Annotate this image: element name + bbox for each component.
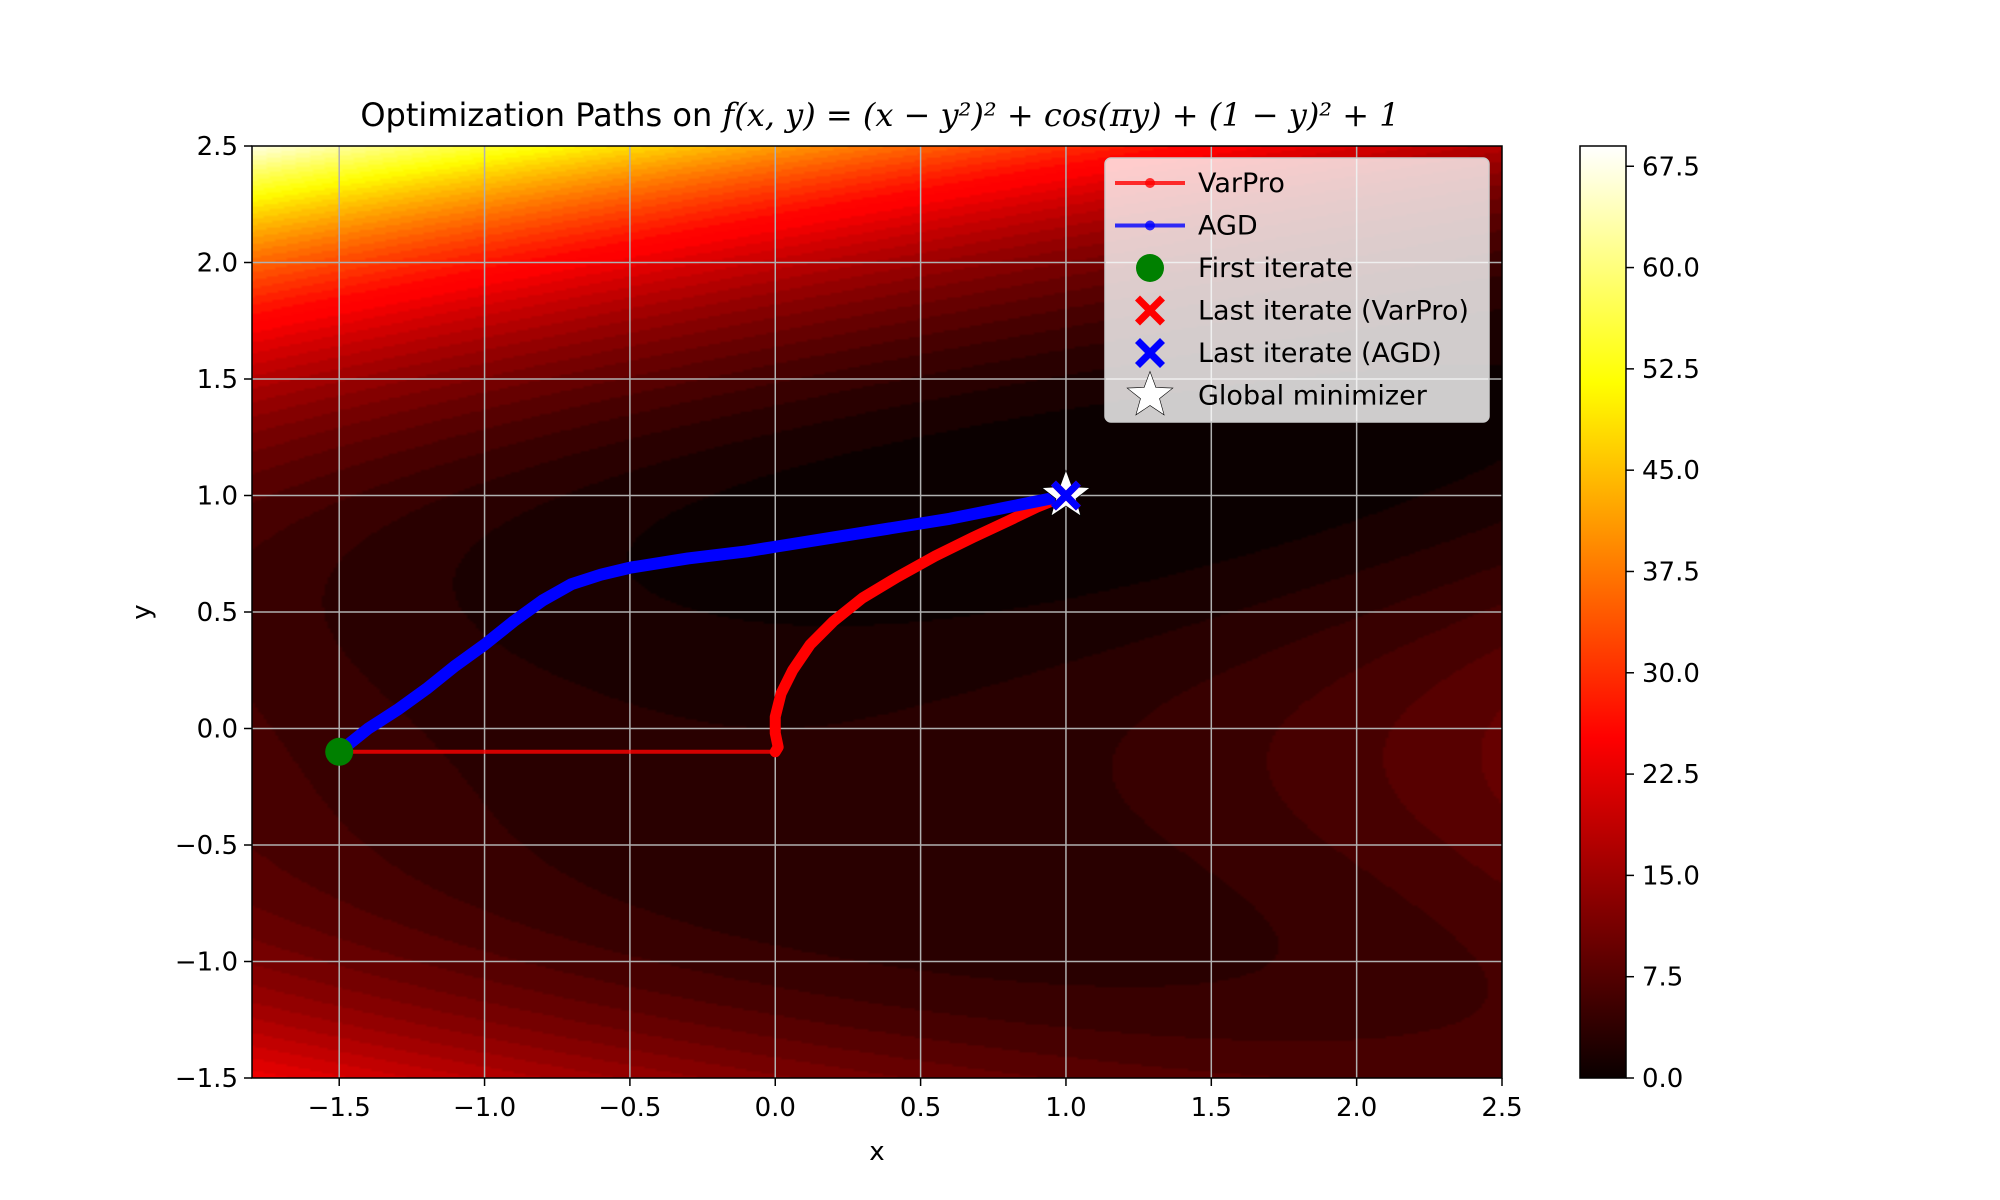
- legend-swatch-global-minimizer: [1126, 370, 1174, 416]
- series-agd-point: [566, 579, 577, 590]
- x-tick-label: 0.5: [900, 1093, 941, 1123]
- marker-first-iterate: [325, 737, 354, 766]
- legend-swatch-point-agd: [1145, 220, 1155, 231]
- colorbar-tick-label: 7.5: [1642, 963, 1683, 993]
- y-tick-label: −1.0: [175, 948, 238, 978]
- colorbar-tick-label: 52.5: [1642, 355, 1700, 385]
- colorbar-tick-label: 60.0: [1642, 254, 1700, 284]
- series-agd-point: [595, 569, 606, 580]
- series-agd-point: [392, 704, 403, 715]
- series-agd-point: [479, 639, 490, 650]
- y-axis: −1.5 −1.0 −0.5 0.0 0.5 1.0 1.5 2.0 2.5: [175, 132, 252, 1094]
- series-agd-point: [770, 541, 781, 552]
- legend-label-last-iterate-varpro: Last iterate (VarPro): [1198, 296, 1469, 327]
- series-varpro-point: [776, 688, 787, 699]
- y-tick-label: 0.5: [197, 598, 238, 628]
- y-tick-label: 1.5: [197, 365, 238, 395]
- series-varpro-point: [773, 742, 784, 753]
- series-varpro-point: [770, 711, 781, 722]
- series-varpro-point: [828, 616, 839, 627]
- colorbar-gradient: [1579, 145, 1627, 1079]
- colorbar-tick-label: 45.0: [1642, 456, 1700, 486]
- chart-title: Optimization Paths on f(x, y) = (x − y²)…: [360, 96, 1399, 134]
- legend-label-varpro: VarPro: [1198, 168, 1285, 199]
- x-tick-label: 1.5: [1191, 1093, 1232, 1123]
- series-varpro-point: [892, 572, 903, 583]
- legend-swatch-last-iterate-agd: [1135, 338, 1165, 368]
- legend-label-first-iterate: First iterate: [1198, 253, 1353, 284]
- colorbar-ticks: 0.0 7.5 15.0 22.5 30.0 37.5 45.0 52.5 60.0 67.5: [1626, 152, 1700, 1094]
- chart-title-prefix: Optimization Paths on: [360, 96, 722, 134]
- legend-swatch-point-varpro: [1145, 178, 1155, 188]
- legend-label-agd: AGD: [1198, 211, 1258, 242]
- series-varpro-point: [967, 532, 978, 543]
- legend-label-last-iterate-agd: Last iterate (AGD): [1198, 338, 1442, 369]
- series-varpro-point: [770, 728, 781, 739]
- x-tick-label: −1.0: [453, 1093, 516, 1123]
- y-tick-label: −1.5: [175, 1064, 238, 1094]
- series-varpro-point: [1002, 516, 1013, 527]
- series-varpro-point: [930, 551, 941, 562]
- series-agd-point: [828, 532, 839, 543]
- legend-box: [1104, 157, 1490, 423]
- legend-swatch-last-iterate-varpro: [1135, 295, 1165, 326]
- y-tick-label: 0.0: [197, 715, 238, 745]
- y-tick-label: −0.5: [175, 831, 238, 861]
- series-agd-point: [624, 562, 635, 573]
- series-agd-point: [537, 595, 548, 606]
- colorbar: 0.0 7.5 15.0 22.5 30.0 37.5 45.0 52.5 60.0 67.5: [1579, 145, 1700, 1094]
- marker-layer: [325, 469, 1091, 766]
- x-axis-label: x: [869, 1137, 884, 1167]
- series-agd-point: [1002, 502, 1013, 513]
- y-axis-label: y: [127, 604, 157, 619]
- colorbar-tick-label: 67.5: [1642, 152, 1700, 182]
- y-tick-label: 2.5: [197, 132, 238, 162]
- colorbar-tick-label: 22.5: [1642, 760, 1700, 790]
- x-tick-label: 0.0: [755, 1093, 796, 1123]
- series-varpro-point: [857, 593, 868, 604]
- marker-last-iterate-agd: [1050, 480, 1081, 511]
- x-axis: −1.5 −1.0 −0.5 0.0 0.5 1.0 1.5 2.0 2.5: [308, 1078, 1523, 1123]
- series-varpro-point: [805, 639, 816, 650]
- colorbar-tick-label: 30.0: [1642, 659, 1700, 689]
- colorbar-tick-label: 15.0: [1642, 861, 1700, 891]
- series-agd-point: [508, 616, 519, 627]
- series-agd-point: [944, 513, 955, 524]
- legend: VarPro AGD First iterate Last iterate (VarP…: [1104, 157, 1490, 423]
- series-agd-point: [741, 546, 752, 557]
- x-tick-label: 1.0: [1045, 1093, 1086, 1123]
- series-agd-point: [421, 683, 432, 694]
- x-tick-label: −0.5: [598, 1093, 661, 1123]
- y-tick-label: 1.0: [197, 482, 238, 512]
- series-varpro-point: [787, 665, 798, 676]
- colorbar-tick-label: 37.5: [1642, 557, 1700, 587]
- series-agd-point: [683, 553, 694, 564]
- chart-title-formula: f(x, y) = (x − y²)² + cos(πy) + (1 − y)²…: [720, 96, 1399, 134]
- series-layer: [333, 489, 1072, 758]
- x-tick-label: 2.0: [1336, 1093, 1377, 1123]
- legend-swatch-first-iterate: [1136, 254, 1164, 282]
- series-agd-point: [450, 660, 461, 671]
- series-agd-point: [363, 723, 374, 734]
- series-agd-point: [886, 523, 897, 534]
- colorbar-tick-label: 0.0: [1642, 1064, 1683, 1094]
- legend-label-global-minimizer: Global minimizer: [1198, 381, 1428, 412]
- x-tick-label: −1.5: [308, 1093, 371, 1123]
- y-tick-label: 2.0: [197, 249, 238, 279]
- x-tick-label: 2.5: [1481, 1093, 1522, 1123]
